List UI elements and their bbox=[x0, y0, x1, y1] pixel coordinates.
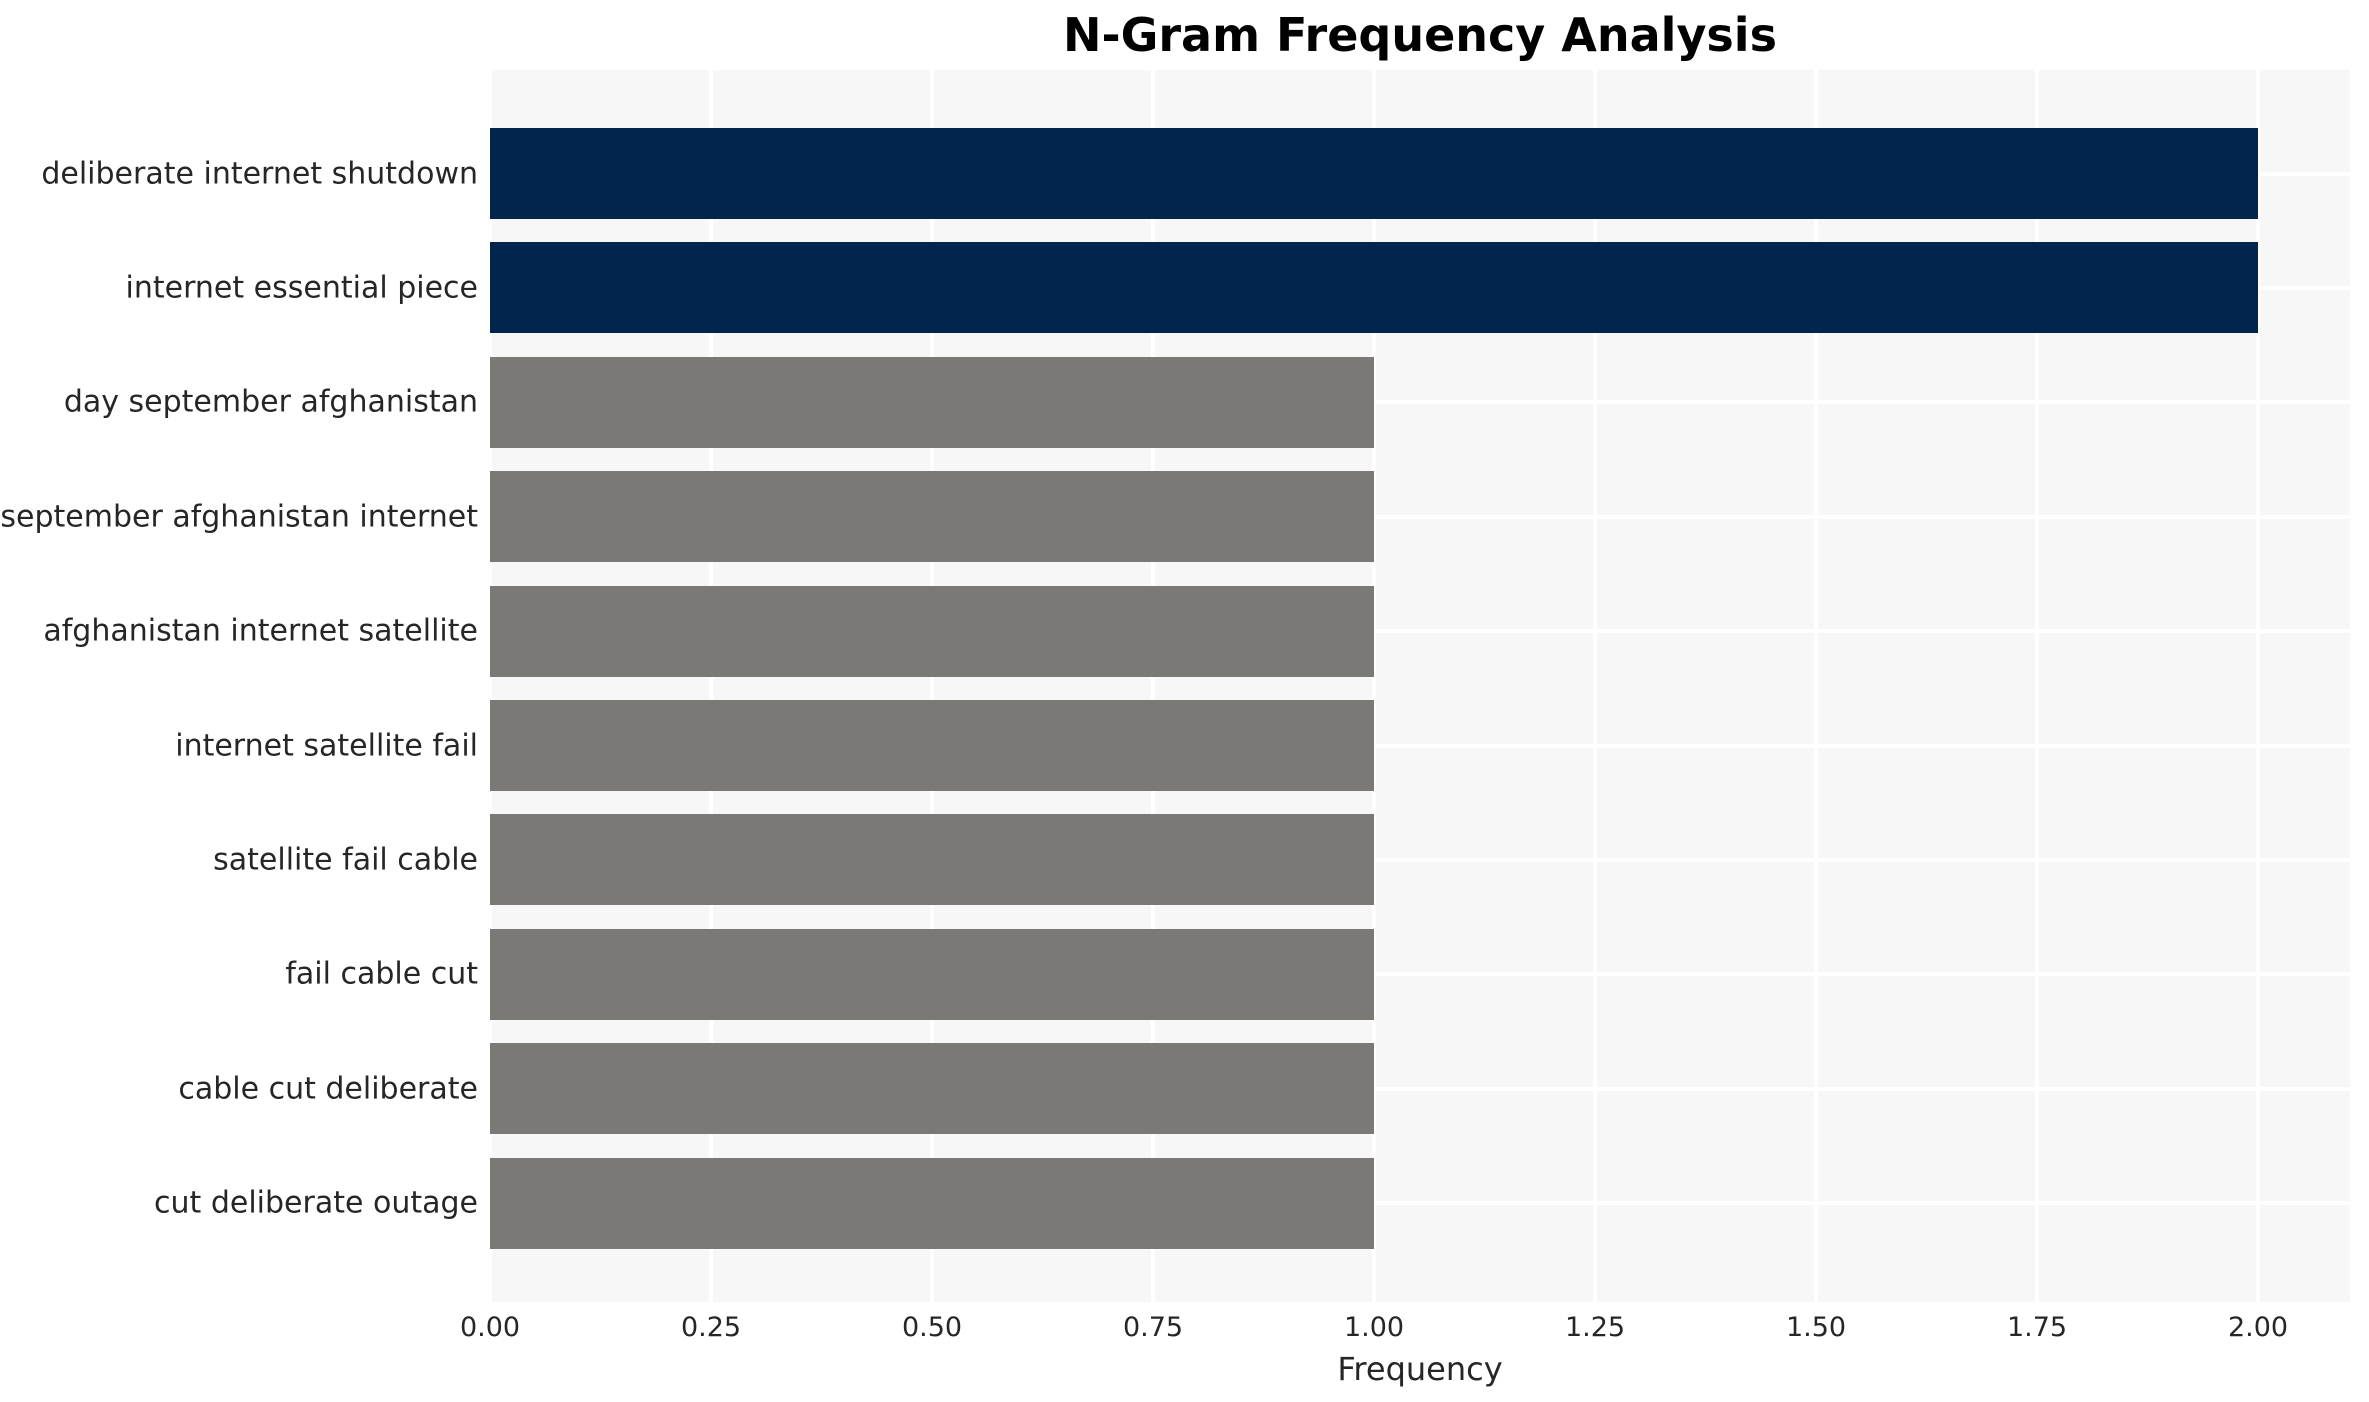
gridline-horizontal bbox=[490, 743, 2350, 748]
x-tick-label: 1.75 bbox=[2006, 1312, 2068, 1343]
x-tick-label: 0.50 bbox=[901, 1312, 963, 1343]
gridline-vertical bbox=[1593, 70, 1597, 1302]
gridline-vertical bbox=[1151, 70, 1155, 1302]
gridline-vertical bbox=[930, 70, 934, 1302]
gridline-horizontal bbox=[490, 400, 2350, 405]
bar bbox=[490, 700, 1374, 791]
chart-title: N-Gram Frequency Analysis bbox=[1063, 8, 1777, 62]
gridline-horizontal bbox=[490, 1086, 2350, 1091]
y-tick-label: internet satellite fail bbox=[175, 728, 478, 763]
bar bbox=[490, 242, 2258, 334]
x-axis-title: Frequency bbox=[1337, 1350, 1503, 1388]
bar bbox=[490, 814, 1374, 906]
bar bbox=[490, 585, 1374, 677]
x-tick-label: 1.25 bbox=[1564, 1312, 1626, 1343]
bar bbox=[490, 471, 1374, 563]
x-tick-label: 0.75 bbox=[1122, 1312, 1184, 1343]
y-tick-label: satellite fail cable bbox=[213, 842, 478, 878]
bar bbox=[490, 1157, 1374, 1249]
gridline-vertical bbox=[709, 70, 713, 1302]
bar bbox=[490, 128, 2258, 219]
gridline-horizontal bbox=[490, 857, 2350, 862]
y-tick-label: september afghanistan internet bbox=[0, 499, 478, 535]
gridline-vertical bbox=[2256, 70, 2260, 1302]
gridline-vertical bbox=[1814, 70, 1818, 1302]
gridline-horizontal bbox=[490, 629, 2350, 634]
x-tick-label: 1.50 bbox=[1785, 1312, 1847, 1343]
y-tick-label: internet essential piece bbox=[125, 270, 478, 306]
gridline-vertical bbox=[2035, 70, 2039, 1302]
y-tick-label: cut deliberate outage bbox=[154, 1185, 478, 1221]
gridline-horizontal bbox=[490, 1201, 2350, 1206]
y-tick-label: deliberate internet shutdown bbox=[41, 156, 478, 191]
x-tick-label: 0.00 bbox=[459, 1312, 521, 1343]
gridline-vertical bbox=[488, 70, 492, 1302]
x-tick-label: 2.00 bbox=[2227, 1312, 2289, 1343]
y-tick-label: afghanistan internet satellite bbox=[43, 613, 478, 649]
x-tick-label: 0.25 bbox=[680, 1312, 742, 1343]
gridline-horizontal bbox=[490, 972, 2350, 977]
bar bbox=[490, 928, 1374, 1020]
gridline-horizontal bbox=[490, 514, 2350, 519]
y-tick-label: day september afghanistan bbox=[63, 384, 478, 420]
bar bbox=[490, 1043, 1374, 1135]
gridline-vertical bbox=[1372, 70, 1376, 1302]
x-tick-label: 1.00 bbox=[1343, 1312, 1405, 1343]
bar bbox=[490, 356, 1374, 448]
y-tick-label: cable cut deliberate bbox=[178, 1071, 478, 1107]
y-tick-label: fail cable cut bbox=[285, 956, 478, 992]
